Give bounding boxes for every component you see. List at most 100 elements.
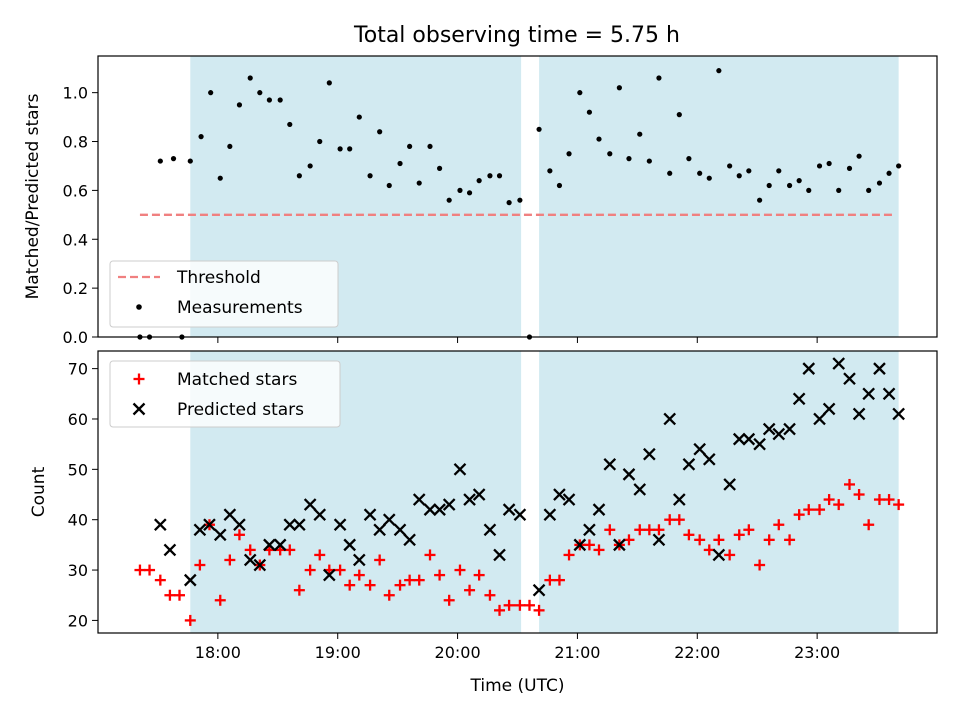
measurement-point	[607, 151, 613, 157]
predicted-star-point	[622, 468, 636, 481]
ratio-y-ticks: 0.0 0.2 0.4 0.6 0.8 1.0	[63, 84, 98, 347]
legend-predicted-label: Predicted stars	[177, 400, 304, 420]
matched-star-point	[194, 559, 206, 571]
matched-star-point	[454, 564, 466, 576]
measurement-point	[556, 182, 563, 189]
measurement-point	[577, 90, 583, 96]
measurement-point	[436, 165, 443, 171]
matched-star-point	[314, 549, 326, 561]
measurement-point	[536, 126, 542, 132]
predicted-star-point	[532, 583, 546, 597]
matched-star-point	[893, 499, 905, 511]
measurement-point	[856, 153, 862, 159]
counts-x-ticks: 18:00 19:00 20:00 21:00 22:00 23:00	[195, 633, 840, 662]
predicted-star-point	[363, 508, 377, 521]
ratio-y-tick-label: 0.6	[63, 181, 88, 200]
measurement-point	[287, 121, 293, 128]
ratio-y-tick-label: 0.0	[63, 328, 88, 347]
predicted-star-point	[672, 493, 686, 506]
predicted-star-point	[352, 553, 366, 567]
matched-star-point	[344, 579, 356, 591]
measurement-point	[307, 163, 313, 169]
measurement-point	[736, 173, 742, 179]
predicted-star-point	[323, 568, 336, 582]
matched-star-point	[244, 544, 256, 556]
measurement-point	[566, 151, 572, 157]
predicted-star-point	[873, 362, 886, 375]
ratio-y-tick-label: 0.4	[63, 230, 88, 249]
predicted-star-point	[502, 503, 516, 516]
predicted-star-point	[483, 523, 497, 537]
x-tick-label: 23:00	[794, 643, 840, 662]
measurement-point	[326, 80, 332, 86]
predicted-star-point	[442, 498, 456, 511]
predicted-star-point	[393, 523, 407, 537]
matched-star-point	[814, 504, 826, 516]
measurement-point	[446, 197, 452, 203]
measurement-point	[257, 90, 263, 96]
matched-star-point	[604, 524, 616, 536]
measurement-point	[416, 180, 422, 186]
predicted-star-point	[553, 488, 566, 501]
predicted-star-point	[562, 493, 576, 506]
predicted-star-point	[802, 362, 816, 375]
ratio-legend: Threshold Measurements	[109, 260, 339, 328]
x-tick-label: 22:00	[674, 643, 720, 662]
measurement-point	[676, 112, 682, 118]
ratio-shaded-window-1	[539, 56, 899, 337]
predicted-star-point	[832, 357, 846, 370]
counts-legend: Matched stars Predicted stars	[109, 360, 341, 428]
matched-star-point	[634, 524, 646, 536]
matched-star-point	[154, 574, 166, 586]
predicted-star-point	[193, 523, 207, 537]
measurement-point	[727, 163, 733, 169]
predicted-star-point	[892, 407, 905, 421]
matched-star-point	[563, 549, 575, 561]
matched-star-point	[713, 534, 725, 546]
measurement-point	[656, 75, 662, 81]
predicted-star-point	[373, 523, 386, 537]
matched-star-point	[863, 519, 875, 531]
measurement-point	[386, 182, 392, 189]
predicted-star-point	[433, 503, 446, 516]
matched-star-point	[494, 604, 506, 616]
measurement-point	[866, 187, 872, 193]
predicted-star-points	[154, 357, 905, 597]
predicted-star-point	[243, 553, 257, 567]
x-tick-label: 18:00	[195, 643, 241, 662]
matched-star-point	[233, 529, 245, 541]
measurement-point	[637, 131, 643, 137]
predicted-star-point	[333, 518, 347, 532]
matched-star-point	[443, 594, 455, 606]
matched-star-point	[763, 534, 775, 546]
matched-star-point	[424, 549, 436, 561]
predicted-star-point	[313, 508, 327, 521]
measurement-point	[626, 156, 632, 162]
matched-star-point	[643, 524, 655, 536]
measurement-point	[296, 173, 302, 179]
ratio-y-tick-label: 0.8	[63, 133, 88, 152]
matched-star-point	[833, 499, 845, 511]
ratio-y-axis-label: Matched/Predicted stars	[23, 93, 43, 299]
counts-y-tick-label: 20	[68, 611, 88, 630]
predicted-star-point	[163, 543, 177, 557]
ratio-measurement-points	[137, 68, 902, 340]
counts-y-ticks: 20 30 40 50 60 70	[68, 360, 98, 630]
measurement-point	[776, 168, 782, 174]
matched-star-point	[784, 534, 796, 546]
measurement-point	[716, 68, 722, 74]
predicted-star-point	[753, 437, 766, 451]
legend-threshold-label: Threshold	[176, 268, 261, 288]
matched-star-point	[853, 489, 865, 501]
matched-star-point	[484, 589, 496, 601]
matched-star-point	[694, 534, 706, 546]
predicted-star-point	[253, 558, 267, 572]
measurement-point	[816, 163, 823, 169]
measurement-point	[170, 156, 177, 162]
ratio-y-tick-label: 1.0	[63, 84, 88, 103]
predicted-star-point	[203, 518, 216, 532]
matched-star-point	[353, 569, 365, 581]
predicted-star-point	[822, 402, 836, 416]
predicted-star-point	[263, 538, 276, 552]
predicted-star-point	[772, 427, 786, 441]
